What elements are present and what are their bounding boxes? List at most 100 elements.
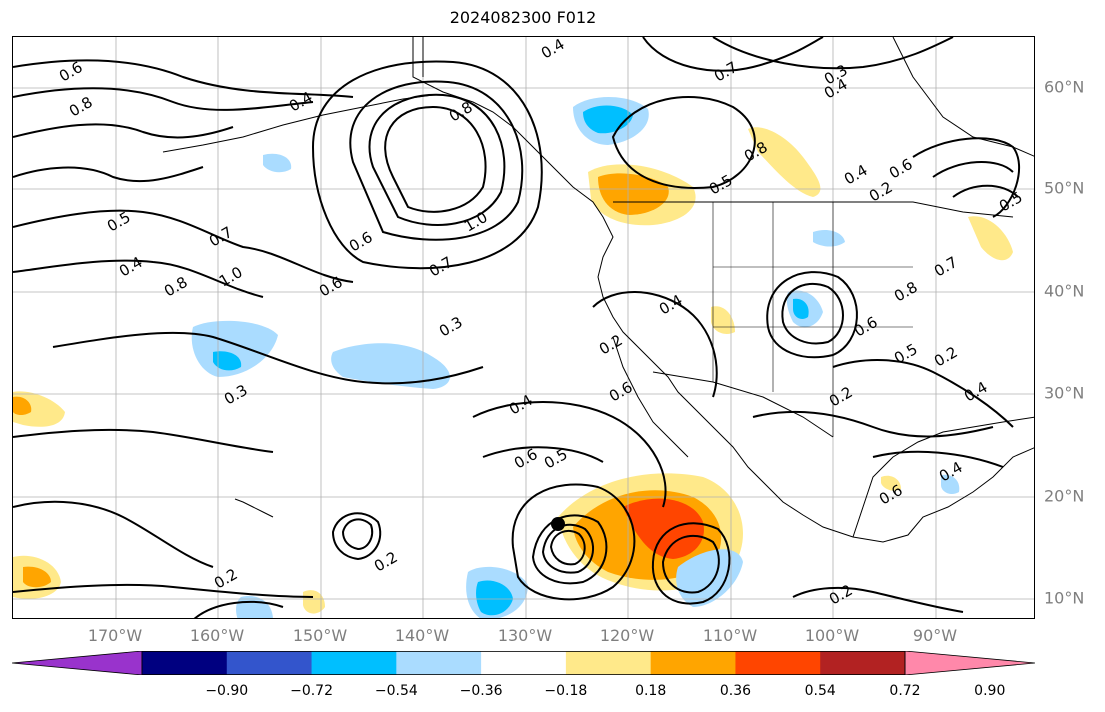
shade-lightblue-lakes	[813, 230, 845, 247]
coast-baja	[612, 336, 689, 458]
contour-label: 0.7	[206, 223, 236, 251]
contour-label: 0.6	[851, 313, 881, 341]
contour-labels: 0.40.6 0.30.40.70.80.41.00.70.80.60.50.40…	[56, 37, 1026, 608]
contour-label: 0.2	[931, 343, 961, 371]
lon-label: 170°W	[87, 626, 143, 645]
colorbar-outline	[141, 651, 906, 675]
contour-label: 0.6	[606, 378, 636, 406]
contour-label: 0.5	[891, 340, 921, 368]
map-panel[interactable]: 0.4 0.6 0.3 0.4 0.7 0.8 0.4 1.0 0.7 0.8 0.6 0.5 0.4 0…	[12, 36, 1035, 619]
colorbar-tick-label: 0.18	[635, 683, 667, 699]
shade-orange-oregon	[598, 173, 669, 215]
contour-label: 0.6	[876, 481, 906, 509]
shade-lightblue-gom	[941, 474, 960, 495]
colorbar-segment	[565, 651, 652, 675]
contour-label: 0.2	[826, 383, 856, 411]
contour-label: 0.2	[826, 581, 856, 609]
coast-aleutians	[162, 94, 434, 153]
contour-label: 0.7	[426, 253, 456, 281]
lat-label: 30°N	[1044, 383, 1085, 403]
shade-orange-west	[13, 396, 32, 416]
lon-label: 140°W	[394, 626, 450, 645]
contour-label: 0.8	[891, 278, 921, 306]
lat-label: 50°N	[1044, 178, 1085, 198]
contour-label: 0.4	[961, 378, 991, 406]
map-canvas: 0.40.6 0.30.40.70.80.41.00.70.80.60.50.40…	[13, 37, 1034, 618]
contour-label: 0.8	[446, 98, 476, 126]
shade-blue-midpac	[213, 351, 242, 371]
border-us-mexico	[652, 371, 834, 438]
coast-canada-hudson	[892, 37, 1034, 157]
contour-label: 0.5	[104, 208, 134, 236]
border-us-canada	[613, 201, 1014, 218]
shade-lightblue-hawaii-n	[331, 343, 450, 389]
lon-label: 150°W	[292, 626, 348, 645]
colorbar-tick-label: −0.90	[205, 683, 249, 699]
shade-red-baja	[623, 498, 704, 559]
colorbar-segment	[820, 651, 906, 675]
colorbar-tick-label: 0.72	[889, 683, 921, 699]
colorbar-segment	[142, 651, 228, 675]
contour-label: 0.4	[936, 458, 966, 486]
shade-yellow-small	[303, 590, 325, 614]
colorbar-tick-label: 0.54	[804, 683, 836, 699]
shade-yellow-utah	[711, 306, 735, 334]
contour-label: 0.4	[116, 253, 146, 281]
coastlines	[162, 37, 1034, 543]
contour-label: 0.6	[316, 273, 346, 301]
contour-label: 0.2	[866, 178, 896, 206]
colorbar	[12, 651, 1035, 675]
shade-lightblue-s	[236, 596, 273, 618]
lon-label: 100°W	[804, 626, 860, 645]
contour-label: 0.6	[346, 228, 376, 256]
lon-label: 160°W	[189, 626, 245, 645]
map-title: 2024082300 F012	[449, 8, 597, 27]
cyclone-core	[551, 517, 565, 531]
colorbar-segment	[735, 651, 821, 675]
colorbar-tick-label: 0.90	[974, 683, 1006, 699]
lat-label: 10°N	[1044, 588, 1085, 608]
contour-label: 0.4	[538, 37, 568, 62]
colorbar-segment	[650, 651, 736, 675]
colorbar-extend-high	[904, 651, 1035, 675]
shade-orange-sw	[23, 566, 51, 588]
lon-label: 110°W	[702, 626, 758, 645]
contour-label: 0.8	[161, 273, 191, 301]
colorbar-segment	[396, 651, 482, 675]
contour-label: 0.8	[66, 93, 96, 121]
contour-label: 0.2	[371, 548, 401, 576]
graticule	[13, 37, 1034, 618]
shade-yellow-gulf	[881, 475, 901, 491]
state-lines	[712, 202, 913, 437]
coast-alaska	[412, 37, 1034, 543]
coast-gulf	[852, 416, 1034, 538]
contour-label: 0.3	[221, 381, 251, 409]
contour-label: 0.4	[841, 161, 871, 189]
shade-lightblue-midpac	[191, 320, 278, 377]
contour-label: 0.2	[596, 331, 626, 359]
contour-label: 0.7	[931, 253, 961, 281]
lon-label: 90°W	[912, 626, 958, 645]
contour-label: 0.2	[211, 565, 241, 593]
colorbar-tick-label: −0.18	[544, 683, 588, 699]
colorbar-tick-label: −0.72	[290, 683, 333, 699]
coast-hawaii	[234, 498, 274, 518]
colorbar-tick-label: 0.36	[719, 683, 752, 699]
contour-label: 0.6	[886, 155, 916, 183]
contour-label: 0.4	[506, 391, 536, 419]
lat-label: 40°N	[1044, 281, 1085, 301]
contour-label: 0.3	[436, 313, 466, 341]
lat-label: 60°N	[1044, 77, 1085, 97]
colorbar-tick-label: −0.54	[374, 683, 418, 699]
colorbar-segment	[311, 651, 397, 675]
contours	[13, 37, 1021, 618]
shade-blue-plains	[793, 298, 809, 320]
colorbar-extend-low	[12, 651, 143, 675]
contour-label: 1.0	[216, 263, 246, 291]
shade-lightblue-ak-w	[263, 153, 292, 173]
colorbar-tick-label: −0.36	[459, 683, 503, 699]
shade-yellow-greatlakes	[968, 216, 1013, 261]
shade-yellow-canada	[748, 127, 821, 197]
contour-label: 0.7	[711, 58, 741, 86]
lon-label: 120°W	[599, 626, 655, 645]
